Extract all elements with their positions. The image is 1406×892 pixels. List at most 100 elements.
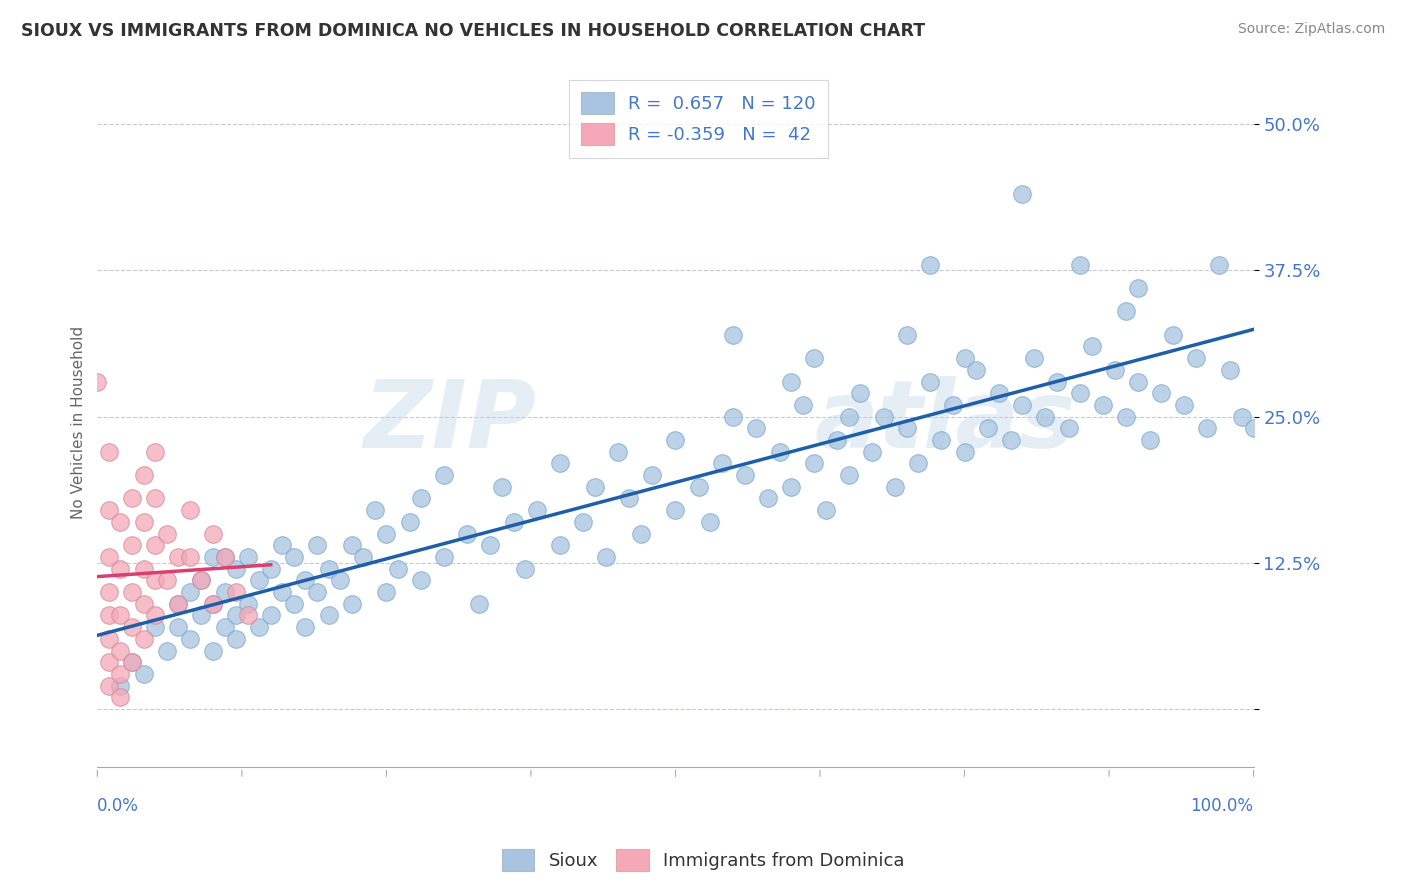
Point xyxy=(247,574,270,588)
Point xyxy=(201,526,224,541)
Point xyxy=(352,549,374,564)
Point xyxy=(1139,433,1161,447)
Point xyxy=(271,585,294,599)
Point xyxy=(1184,351,1206,365)
Point xyxy=(1011,398,1033,412)
Point xyxy=(110,679,132,693)
Point xyxy=(664,433,686,447)
Point xyxy=(214,549,236,564)
Point xyxy=(918,258,941,272)
Point xyxy=(121,620,143,634)
Point xyxy=(756,491,779,506)
Point xyxy=(860,444,883,458)
Point xyxy=(723,327,745,342)
Point xyxy=(167,620,190,634)
Point xyxy=(260,608,283,623)
Point xyxy=(201,597,224,611)
Point xyxy=(896,327,918,342)
Point xyxy=(1011,187,1033,202)
Point xyxy=(110,515,132,529)
Text: Source: ZipAtlas.com: Source: ZipAtlas.com xyxy=(1237,22,1385,37)
Point xyxy=(97,503,120,517)
Point xyxy=(167,597,190,611)
Point xyxy=(97,655,120,669)
Point xyxy=(792,398,814,412)
Point xyxy=(768,444,790,458)
Text: atlas: atlas xyxy=(814,376,1076,468)
Point xyxy=(502,515,524,529)
Point xyxy=(375,526,398,541)
Point xyxy=(479,538,502,552)
Point xyxy=(110,561,132,575)
Point xyxy=(872,409,894,424)
Point xyxy=(548,538,571,552)
Point xyxy=(456,526,478,541)
Point xyxy=(468,597,491,611)
Point xyxy=(121,491,143,506)
Point xyxy=(953,351,976,365)
Point xyxy=(688,480,710,494)
Point xyxy=(548,456,571,470)
Point xyxy=(619,491,641,506)
Point xyxy=(305,538,328,552)
Point xyxy=(699,515,721,529)
Point xyxy=(630,526,652,541)
Point xyxy=(896,421,918,435)
Point xyxy=(375,585,398,599)
Point xyxy=(1126,375,1149,389)
Point xyxy=(1069,258,1091,272)
Point xyxy=(97,585,120,599)
Point xyxy=(97,549,120,564)
Point xyxy=(1115,304,1137,318)
Point xyxy=(143,574,166,588)
Point xyxy=(411,491,433,506)
Point xyxy=(1126,281,1149,295)
Point xyxy=(167,597,190,611)
Point xyxy=(236,549,259,564)
Point xyxy=(121,655,143,669)
Point xyxy=(201,597,224,611)
Point xyxy=(305,585,328,599)
Legend: Sioux, Immigrants from Dominica: Sioux, Immigrants from Dominica xyxy=(495,842,911,879)
Point xyxy=(97,608,120,623)
Point xyxy=(1022,351,1045,365)
Point xyxy=(214,585,236,599)
Point xyxy=(179,503,201,517)
Point xyxy=(1150,386,1173,401)
Point xyxy=(179,632,201,646)
Point xyxy=(411,574,433,588)
Point xyxy=(918,375,941,389)
Point xyxy=(318,561,340,575)
Point xyxy=(780,480,803,494)
Point xyxy=(433,549,456,564)
Point xyxy=(132,561,155,575)
Point xyxy=(271,538,294,552)
Point xyxy=(179,549,201,564)
Point xyxy=(225,608,247,623)
Point xyxy=(132,515,155,529)
Point xyxy=(814,503,837,517)
Point xyxy=(190,574,212,588)
Point xyxy=(294,574,316,588)
Point xyxy=(132,468,155,483)
Point xyxy=(225,561,247,575)
Point xyxy=(526,503,548,517)
Point xyxy=(583,480,606,494)
Point xyxy=(156,574,179,588)
Legend: R =  0.657   N = 120, R = -0.359   N =  42: R = 0.657 N = 120, R = -0.359 N = 42 xyxy=(569,79,828,158)
Point xyxy=(1035,409,1057,424)
Point xyxy=(1173,398,1195,412)
Text: SIOUX VS IMMIGRANTS FROM DOMINICA NO VEHICLES IN HOUSEHOLD CORRELATION CHART: SIOUX VS IMMIGRANTS FROM DOMINICA NO VEH… xyxy=(21,22,925,40)
Point xyxy=(387,561,409,575)
Point xyxy=(595,549,617,564)
Point xyxy=(433,468,456,483)
Point xyxy=(710,456,733,470)
Point xyxy=(143,608,166,623)
Point xyxy=(491,480,513,494)
Text: ZIP: ZIP xyxy=(364,376,537,468)
Point xyxy=(294,620,316,634)
Point xyxy=(641,468,664,483)
Point xyxy=(132,597,155,611)
Point xyxy=(156,643,179,657)
Point xyxy=(398,515,420,529)
